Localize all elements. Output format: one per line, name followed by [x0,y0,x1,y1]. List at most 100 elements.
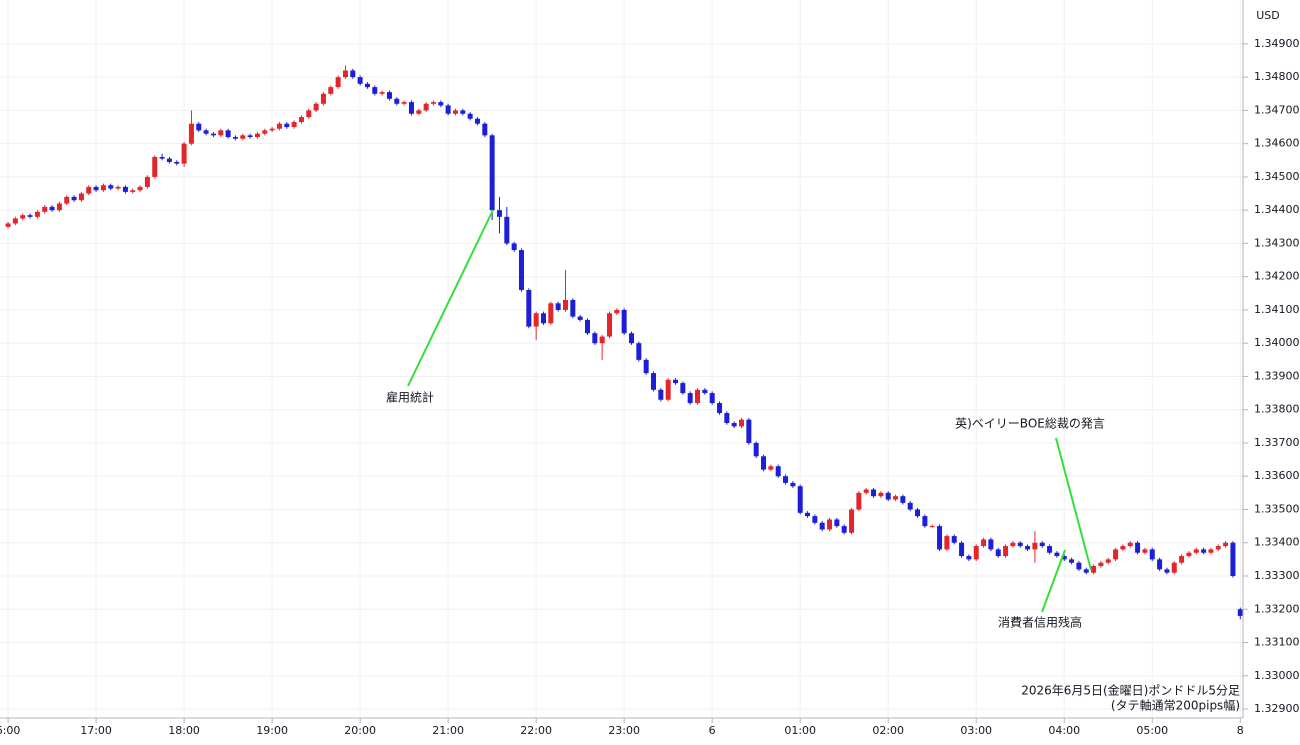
x-tick-label: 01:00 [784,724,816,737]
candle-body [232,137,238,139]
x-tick-label: 04:00 [1048,724,1080,737]
candle-body [115,186,121,189]
candle-body [1171,562,1177,573]
candle-body [548,303,554,324]
candle-body [856,492,862,510]
footer-text: (タテ軸通常200pips幅) [1111,698,1240,713]
candle-body [731,423,737,427]
candle-body [430,102,436,104]
candle-body [350,70,356,78]
x-tick-label: 03:00 [960,724,992,737]
candle-body [526,289,532,327]
candle-body [1164,569,1170,573]
candle-body [900,496,906,503]
candle-body [298,117,304,123]
candle-body [42,206,48,212]
candle-body [988,539,994,550]
candle-body [86,186,92,194]
x-tick-label: 17:00 [80,724,112,737]
candle-body [401,102,407,104]
candle-body [78,193,84,201]
x-tick-label: 20:00 [344,724,376,737]
candle-body [658,389,664,400]
candle-body [944,536,950,550]
candle-body [973,546,979,560]
candle-body [562,299,568,310]
candle-body [687,393,693,404]
candle-body [1039,542,1045,547]
y-tick-label: 1.34100 [1254,303,1300,316]
candle-body [885,492,891,500]
candle-body [196,123,202,131]
candle-body [805,512,811,517]
candle-body [621,309,627,334]
candle-body [181,143,187,164]
candle-body [768,466,774,470]
candle-body [306,110,312,118]
candle-body [12,218,18,224]
footer-text: 2026年6月5日(金曜日)ポンドドル5分足 [1021,683,1240,698]
annotation-line [1041,549,1066,613]
candle-body [540,313,546,324]
candles [5,65,1243,620]
candle-body [27,215,33,217]
y-tick-label: 1.34400 [1254,203,1300,216]
candle-body [460,110,466,114]
candle-body [1201,549,1207,553]
candle-body [379,92,385,94]
candle-body [1237,609,1243,616]
candle-body [137,186,143,191]
candle-body [827,519,833,530]
candle-body [108,185,114,189]
y-tick-label: 1.33000 [1254,669,1300,682]
candle-body [218,130,224,136]
y-tick-label: 1.33200 [1254,602,1300,615]
candle-body [555,303,561,310]
candle-body [761,456,767,470]
candle-body [1179,556,1185,563]
y-tick-label: 1.33500 [1254,502,1300,515]
candle-body [166,158,172,162]
candle-body [203,130,209,134]
candle-body [812,516,818,523]
candle-body [1069,559,1075,563]
candle-body [1157,559,1163,570]
candle-body [995,549,1001,557]
currency-label: USD [1256,9,1280,22]
x-tick-label: 23:00 [608,724,640,737]
candle-body [152,156,158,177]
x-tick-label: 19:00 [256,724,288,737]
candle-body [665,379,671,400]
candle-body [1186,552,1192,557]
y-tick-label: 1.34000 [1254,336,1300,349]
candle-body [1113,549,1119,560]
candle-body [775,466,781,477]
candle-body [592,333,598,344]
candle-body [1223,542,1229,547]
y-tick-label: 1.34300 [1254,236,1300,249]
candle-body [695,389,701,404]
candle-body [1098,562,1104,567]
grid [0,0,1243,718]
candle-body [636,343,642,360]
candle-body [651,373,657,390]
candle-body [643,359,649,374]
candle-body [1003,546,1009,557]
y-tick-label: 1.33300 [1254,569,1300,582]
candle-body [496,210,502,217]
candle-body [929,526,935,528]
candle-body [702,389,708,394]
candle-body [878,492,884,497]
candle-body [753,442,759,457]
annotation: 英)ベイリーBOE総裁の発言 [955,417,1105,431]
candle-body [863,489,869,493]
x-tick-label: 8 [1237,724,1244,737]
candle-body [254,133,260,138]
candle-body [130,190,136,192]
candle-body [1142,549,1148,553]
candle-body [1149,549,1155,560]
candle-body [1032,542,1038,550]
candle-body [951,536,957,543]
candle-body [511,243,517,251]
candle-body [504,216,510,244]
